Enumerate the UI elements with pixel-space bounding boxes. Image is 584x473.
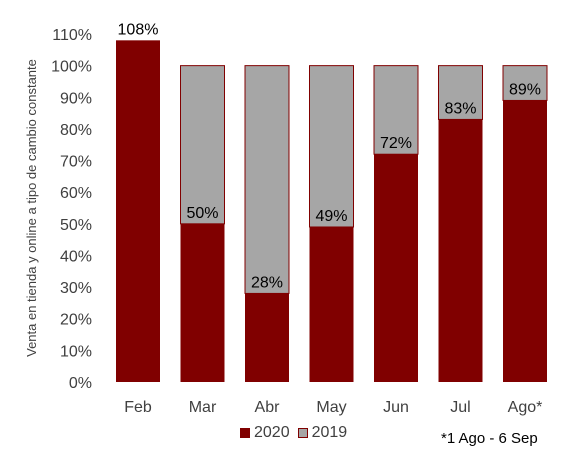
data-label-Jul: 83% [444, 100, 476, 117]
y-tick-50: 50% [60, 217, 92, 234]
y-tick-20: 20% [60, 312, 92, 329]
bar-2019-Jul [438, 65, 483, 120]
y-axis-label: Venta en tienda y online a tipo de cambi… [24, 59, 39, 357]
data-label-Jun: 72% [380, 135, 412, 152]
y-tick-10: 10% [60, 343, 92, 360]
bar-2020-Mar [180, 223, 225, 382]
category-label-Abr: Abr [255, 399, 281, 416]
category-label-Jun: Jun [383, 399, 409, 416]
y-tick-labels: 0% 10% 20% 30% 40% 50% 60% 70% 80% 90% 100% 110% [51, 27, 92, 392]
bar-2019-Mar [180, 65, 225, 225]
category-label-Ago: Ago* [508, 399, 543, 416]
y-tick-40: 40% [60, 248, 92, 265]
bars [116, 40, 548, 383]
legend-item-2019: 2019 [297, 424, 348, 442]
category-label-Feb: Feb [124, 399, 152, 416]
legend-label-2020: 2020 [254, 424, 290, 441]
y-tick-0: 0% [69, 375, 92, 392]
bar-2020-Ago [503, 100, 547, 382]
category-label-Mar: Mar [189, 399, 217, 416]
data-label-Ago: 89% [509, 81, 541, 98]
bar-2020-Feb [116, 40, 160, 383]
bar-2020-May [309, 226, 354, 382]
legend-label-2019: 2019 [311, 424, 348, 441]
y-tick-110: 110% [52, 27, 92, 44]
data-label-Feb: 108% [118, 21, 159, 38]
bar-2019-Ago [502, 65, 548, 101]
bar-2020-Jul [438, 119, 483, 382]
data-label-Mar: 50% [186, 205, 218, 222]
category-label-Jul: Jul [450, 399, 470, 416]
y-tick-70: 70% [60, 154, 92, 171]
legend-swatch-2019 [297, 428, 308, 438]
y-tick-60: 60% [60, 185, 92, 202]
y-tick-30: 30% [60, 280, 92, 297]
bar-2020-Abr [245, 293, 289, 382]
y-tick-80: 80% [60, 122, 92, 139]
data-label-May: 49% [315, 208, 347, 225]
bar-2019-Jun [373, 65, 419, 155]
footnote: *1 Ago - 6 Sep [441, 430, 538, 447]
category-label-May: May [316, 399, 346, 416]
bar-2020-Jun [374, 154, 418, 382]
legend-swatch-2020 [240, 428, 250, 438]
legend-item-2020: 2020 [240, 424, 290, 442]
legend: 2020 2019 [240, 424, 355, 442]
bar-2019-May [309, 65, 354, 228]
data-label-Abr: 28% [251, 274, 283, 291]
bar-2019-Abr [244, 65, 290, 294]
category-labels: Feb Mar Abr May Jun Jul Ago* [124, 399, 542, 416]
y-tick-100: 100% [51, 59, 92, 76]
y-tick-90: 90% [60, 90, 92, 107]
data-labels: 108% 50% 28% 49% 72% 83% 89% [118, 21, 541, 291]
